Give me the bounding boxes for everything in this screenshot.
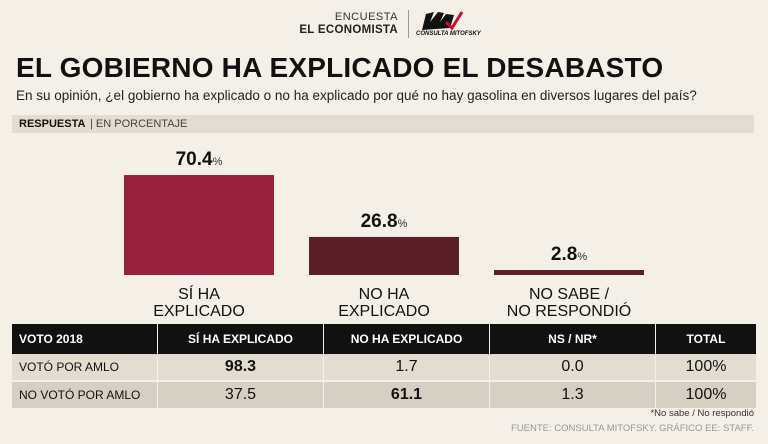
bar (124, 175, 274, 275)
table-cell: 100% (656, 382, 756, 410)
category-label: EXPLICADO (153, 303, 245, 320)
table-cell: 0.0 (490, 354, 656, 382)
header-publication-name: EL ECONOMISTA (299, 24, 398, 36)
category-label: EXPLICADO (338, 303, 430, 320)
source-credit: FUENTE: CONSULTA MITOFSKY. GRÁFICO EE: S… (511, 423, 754, 434)
data-label: 2.8% (551, 244, 587, 265)
table-header-cell: SÍ HA EXPLICADO (158, 324, 324, 354)
table-row: NO VOTÓ POR AMLO 37.5 61.1 1.3 100% (12, 382, 756, 410)
category-label: NO SABE / (529, 286, 610, 303)
header-survey-label: ENCUESTA (334, 11, 398, 23)
table-row-label: VOTÓ POR AMLO (12, 354, 158, 382)
category-label: SÍ HA (178, 284, 220, 303)
table-cell: 61.1 (324, 382, 490, 410)
table-header-cell: NS / NR* (490, 324, 656, 354)
bar (494, 270, 644, 275)
header-divider (408, 10, 409, 38)
page-title: EL GOBIERNO HA EXPLICADO EL DESABASTO (16, 52, 664, 83)
response-label: RESPUESTA (19, 118, 86, 130)
table-header-cell: VOTO 2018 (12, 324, 158, 354)
header: ENCUESTA EL ECONOMISTA CONSULTA MITOFSKY (0, 0, 768, 44)
survey-question: En su opinión, ¿el gobierno ha explicado… (16, 88, 697, 103)
response-label-bar: RESPUESTA | EN PORCENTAJE (12, 115, 754, 133)
data-label: 26.8% (361, 211, 408, 232)
category-label: NO RESPONDIÓ (507, 301, 631, 320)
mitofsky-logo-icon (422, 11, 464, 31)
data-label: 70.4% (176, 149, 223, 170)
table-header-row: VOTO 2018 SÍ HA EXPLICADO NO HA EXPLICAD… (12, 324, 756, 354)
table-header-cell: NO HA EXPLICADO (324, 324, 490, 354)
logo-text: CONSULTA MITOFSKY (416, 31, 481, 37)
footnote: *No sabe / No respondió (650, 408, 754, 419)
response-units: | EN PORCENTAJE (90, 118, 188, 130)
table-header-cell: TOTAL (656, 324, 756, 354)
table-cell: 100% (656, 354, 756, 382)
bar (309, 236, 459, 275)
table-cell: 37.5 (158, 382, 324, 410)
table-row: VOTÓ POR AMLO 98.3 1.7 0.0 100% (12, 354, 756, 382)
table-cell: 98.3 (158, 354, 324, 382)
table-cell: 1.3 (490, 382, 656, 410)
vote-breakdown-table: VOTO 2018 SÍ HA EXPLICADO NO HA EXPLICAD… (12, 324, 756, 410)
table-row-label: NO VOTÓ POR AMLO (12, 382, 158, 410)
category-label: NO HA (359, 286, 410, 303)
table-cell: 1.7 (324, 354, 490, 382)
